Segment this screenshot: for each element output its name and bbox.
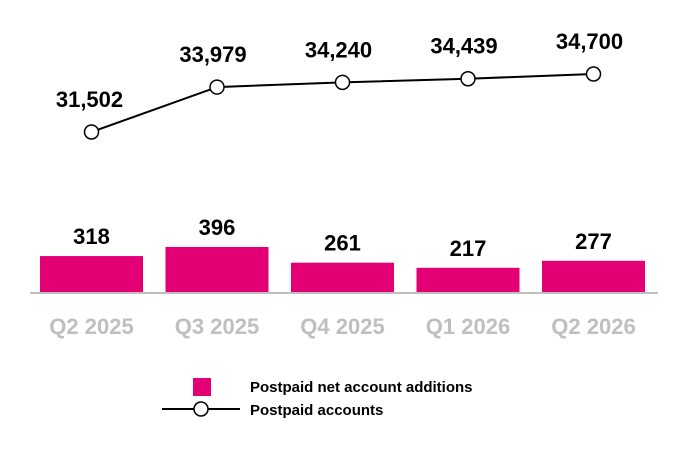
legend-label-line: Postpaid accounts: [250, 402, 383, 419]
line-marker: [83, 124, 100, 140]
line-value-label: 34,240: [305, 37, 372, 62]
line-series: 31,502 33,979 34,240 34,439 34,700: [56, 29, 623, 140]
line-marker: [585, 66, 602, 82]
bar-value-label: 261: [324, 231, 361, 256]
line-marker: [460, 70, 476, 87]
bar: [165, 247, 269, 293]
x-tick-label: Q1 2026: [426, 314, 510, 339]
x-tick-label: Q2 2026: [551, 314, 635, 339]
x-axis-ticks: Q2 2025 Q3 2025 Q4 2025 Q1 2026 Q2 2026: [49, 314, 635, 339]
bar: [40, 256, 143, 293]
bar-value-label: 396: [199, 215, 236, 240]
bar-value-label: 318: [73, 224, 110, 249]
line-value-label: 33,979: [179, 42, 246, 67]
line-marker: [209, 79, 225, 95]
x-tick-label: Q3 2025: [175, 314, 259, 339]
legend-swatch-marker: [193, 401, 209, 417]
line-marker: [334, 74, 351, 91]
bar-value-label: 277: [575, 229, 612, 254]
x-tick-label: Q4 2025: [300, 314, 384, 339]
legend-label-bar: Postpaid net account additions: [250, 379, 473, 396]
line-value-label: 31,502: [56, 87, 123, 112]
x-tick-label: Q2 2025: [49, 314, 133, 339]
bar: [416, 267, 520, 293]
bar-series: 318 396 261 217 277: [40, 215, 645, 293]
legend-swatch-bar: [193, 378, 211, 396]
legend: Postpaid net account additions Postpaid …: [162, 378, 473, 419]
bar: [542, 260, 645, 293]
line-value-label: 34,439: [430, 34, 497, 59]
line-value-label: 34,700: [556, 29, 623, 54]
bar: [291, 262, 394, 293]
bar-value-label: 217: [450, 236, 487, 261]
